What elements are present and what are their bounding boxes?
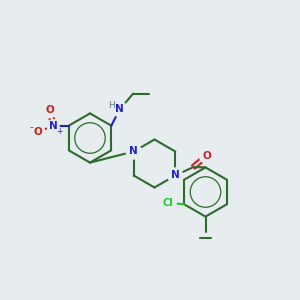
Circle shape — [199, 148, 214, 163]
Circle shape — [168, 168, 183, 183]
Circle shape — [159, 194, 176, 211]
Text: O: O — [46, 105, 55, 115]
Text: -: - — [30, 122, 33, 132]
Text: N: N — [129, 146, 138, 157]
Text: O: O — [33, 127, 42, 137]
Circle shape — [112, 102, 127, 117]
Text: N: N — [49, 121, 58, 131]
Text: N: N — [115, 104, 124, 114]
Circle shape — [47, 120, 59, 132]
Circle shape — [43, 103, 58, 118]
Text: +: + — [56, 127, 63, 136]
Circle shape — [126, 144, 141, 159]
Text: O: O — [202, 151, 211, 161]
Text: N: N — [171, 170, 180, 181]
Circle shape — [30, 125, 45, 140]
Text: H: H — [108, 101, 115, 110]
Text: Cl: Cl — [162, 198, 173, 208]
